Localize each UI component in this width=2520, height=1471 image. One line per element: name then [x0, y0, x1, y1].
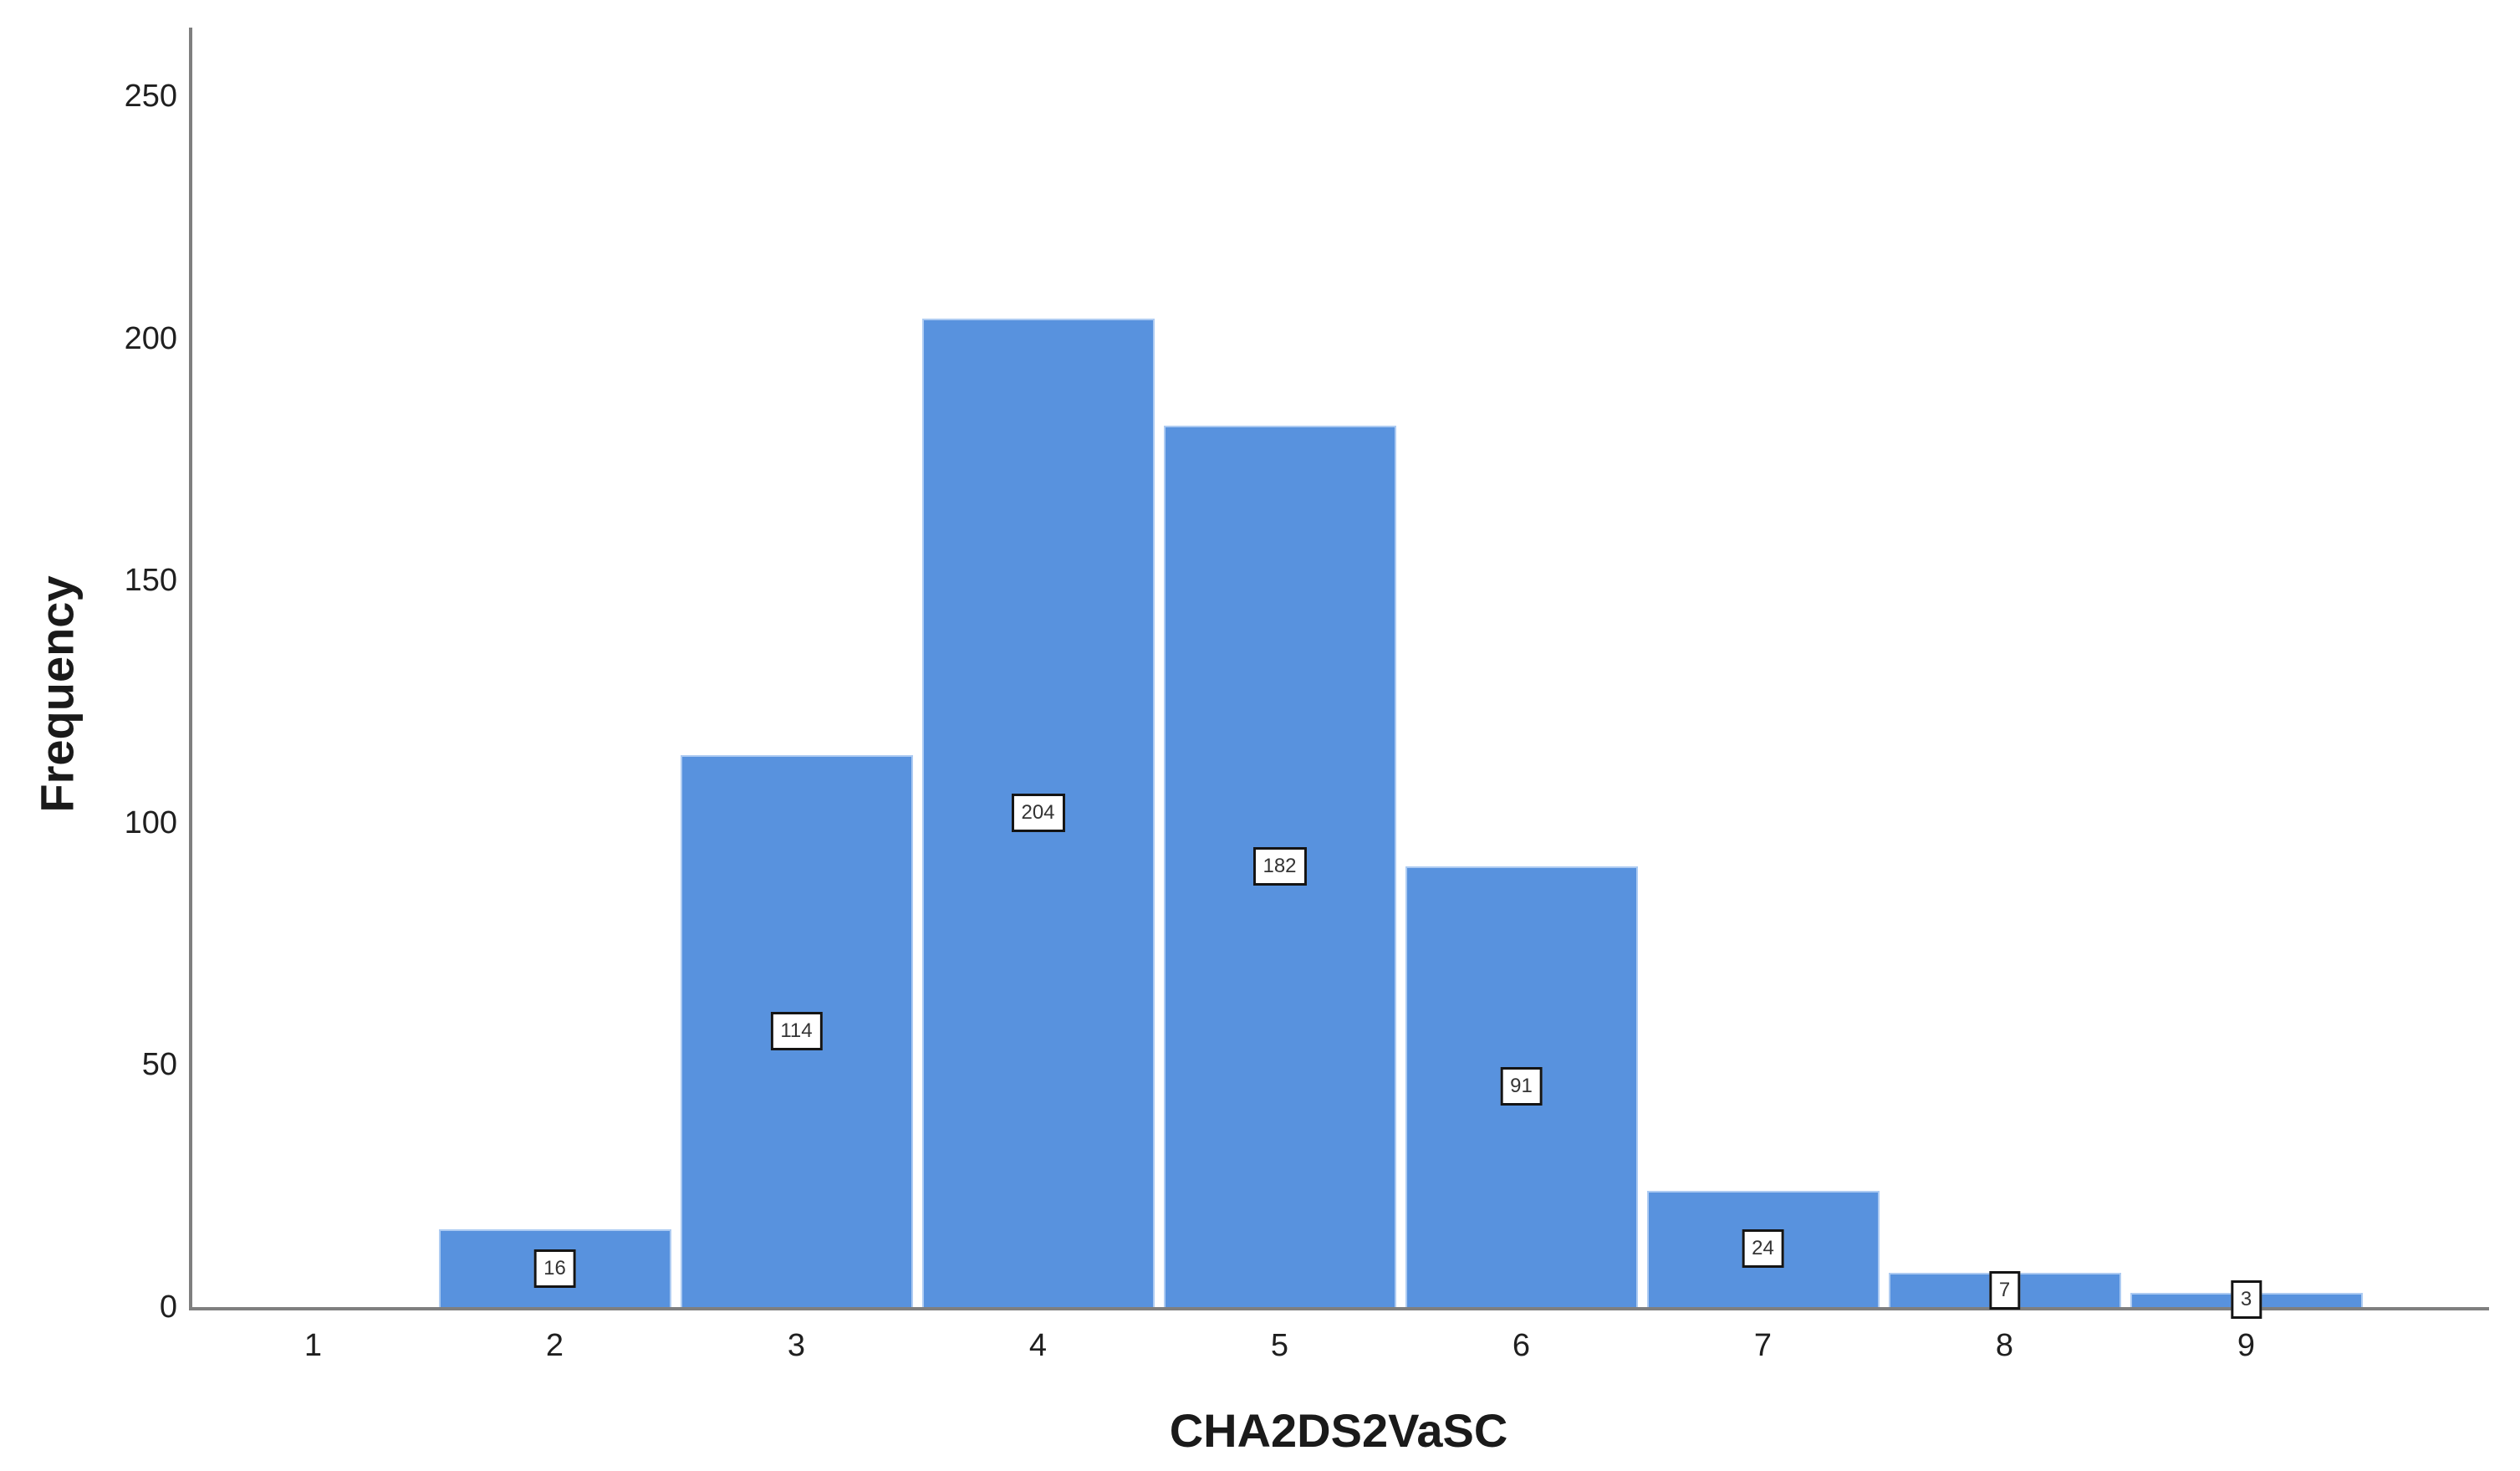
y-axis-title: Frequency	[30, 575, 84, 813]
x-tick-label: 5	[1270, 1328, 1289, 1363]
bar-value-label: 114	[770, 1011, 823, 1050]
y-tick-label: 200	[124, 320, 177, 356]
y-tick-label: 0	[159, 1290, 177, 1325]
y-tick-label: 250	[124, 79, 177, 114]
x-tick-label: 4	[1028, 1328, 1048, 1363]
x-tick-label: 8	[1995, 1328, 2014, 1363]
bar-value-label: 91	[1500, 1067, 1543, 1106]
x-tick-label: 7	[1753, 1328, 1773, 1363]
bar-value-label: 16	[533, 1249, 576, 1288]
bar-value-label: 7	[1988, 1270, 2021, 1310]
x-axis-line	[189, 1307, 2489, 1310]
bar-value-label: 24	[1742, 1229, 1784, 1269]
x-tick-label: 9	[2237, 1328, 2256, 1363]
y-axis-line	[189, 28, 192, 1310]
y-tick-label: 50	[141, 1047, 177, 1083]
x-tick-label: 6	[1512, 1328, 1531, 1363]
y-tick-label: 150	[124, 563, 177, 599]
bar-value-label: 182	[1252, 846, 1307, 886]
bar-value-label: 204	[1011, 794, 1065, 833]
bar-value-label: 3	[2230, 1280, 2262, 1320]
x-tick-label: 2	[545, 1328, 564, 1363]
y-tick-label: 100	[124, 804, 177, 840]
x-axis-title: CHA2DS2VaSC	[1169, 1404, 1508, 1457]
x-tick-label: 3	[787, 1328, 806, 1363]
x-tick-label: 1	[304, 1328, 323, 1363]
